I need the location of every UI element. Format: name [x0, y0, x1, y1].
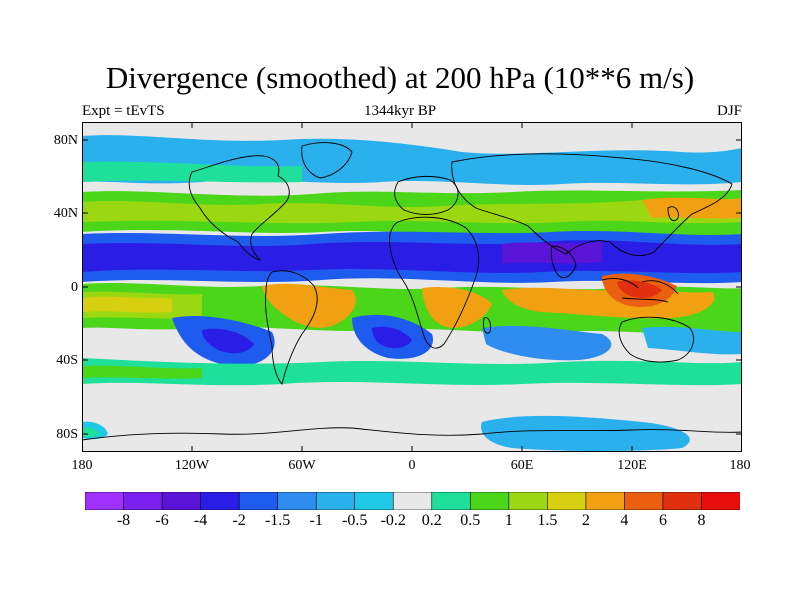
region-maritime-deepred [617, 280, 662, 298]
colorbar-swatch [431, 492, 471, 510]
region-pacific-yellow [82, 296, 172, 313]
colorbar-label: -2 [232, 512, 246, 529]
coast-south-america [265, 270, 318, 385]
colorbar-label: -1 [309, 512, 323, 529]
band-north-mid-orange [642, 197, 742, 219]
colorbar-swatch [354, 492, 394, 510]
patch-antarctic-green [82, 427, 100, 438]
lon-label-120e: 120E [617, 458, 647, 473]
lobe-south-deep-a [202, 328, 254, 354]
lon-label-120w: 120W [174, 458, 210, 473]
coast-antarctica [82, 427, 742, 441]
colorbar-swatch [508, 492, 548, 510]
colorbar-label: 2 [581, 512, 590, 529]
divergence-map [82, 122, 742, 452]
lon-label-60e: 60E [510, 458, 534, 473]
lobe-south-deep-b [372, 326, 412, 349]
colorbar-label: -0.5 [342, 512, 368, 529]
colorbar-label: 4 [620, 512, 629, 529]
coast-australia [618, 316, 694, 363]
colorbar-swatch [123, 492, 163, 510]
colorbar-label: 0.2 [421, 512, 442, 529]
lat-label-80s: 80S [56, 427, 78, 442]
tick-marks [82, 122, 742, 452]
coast-india [550, 245, 577, 279]
colorbar-label: 1 [504, 512, 513, 529]
coast-europe [394, 175, 459, 215]
colorbar-label: -8 [116, 512, 131, 529]
colorbar-swatch [585, 492, 626, 510]
colorbar-swatch [200, 492, 240, 510]
colorbar-label: 0.5 [460, 512, 481, 529]
lat-label-40s: 40S [56, 353, 78, 368]
lat-label-80n: 80N [53, 133, 78, 148]
region-africa-orange [422, 286, 492, 328]
band-south-mid-green [82, 358, 742, 386]
lobe-south-pacific-east [642, 326, 742, 355]
colorbar-label: 8 [697, 512, 706, 529]
coast-madagascar [483, 317, 491, 334]
season-label: DJF [716, 103, 742, 119]
lon-label-180w: 180 [71, 458, 93, 473]
lon-label-0: 0 [408, 458, 416, 473]
colorbar-label: -4 [193, 512, 208, 529]
experiment-label: Expt = tEvTS [82, 103, 165, 119]
region-south-america-orange [262, 283, 356, 328]
lon-label-60w: 60W [288, 458, 316, 473]
colorbar-swatch [277, 492, 317, 510]
lat-label-0: 0 [71, 280, 78, 295]
coastlines [82, 142, 742, 441]
band-south-mid-lightgreen [82, 365, 202, 379]
coast-maritime [601, 277, 679, 303]
patch-antarctic-blue-a [481, 415, 690, 451]
colorbar-label: 1.5 [537, 512, 558, 529]
coast-north-america [188, 155, 290, 261]
colorbar-swatch [392, 492, 433, 510]
colorbar-swatch [315, 492, 356, 510]
lat-label-40n: 40N [53, 206, 78, 221]
map-title: Divergence (smoothed) at 200 hPa (10**6 … [105, 60, 695, 95]
coast-greenland [301, 142, 353, 179]
colorbar-label: -0.2 [380, 512, 406, 529]
colorbar-label: -6 [155, 512, 169, 529]
colorbar-swatch [624, 492, 664, 510]
colorbar-label: 6 [658, 512, 667, 529]
colorbar-swatch [662, 492, 703, 510]
lobe-south-indian-blue [482, 325, 612, 361]
colorbar-swatch [161, 492, 202, 510]
colorbar [85, 492, 740, 510]
band-north-mid-yellow [82, 198, 742, 224]
colorbar-swatch [469, 492, 510, 510]
colorbar-swatch [547, 492, 587, 510]
band-tropic-purple [502, 242, 602, 264]
coast-africa [389, 216, 480, 349]
coast-japan [667, 206, 679, 222]
colorbar-swatch [85, 492, 125, 510]
lon-label-180e: 180 [729, 458, 751, 473]
colorbar-swatch [238, 492, 279, 510]
time-label: 1344kyr BP [363, 103, 437, 119]
colorbar-label: -1.5 [264, 512, 291, 529]
colorbar-swatch [701, 492, 740, 510]
band-tropic-deep [82, 240, 742, 274]
coast-asia [451, 153, 733, 256]
